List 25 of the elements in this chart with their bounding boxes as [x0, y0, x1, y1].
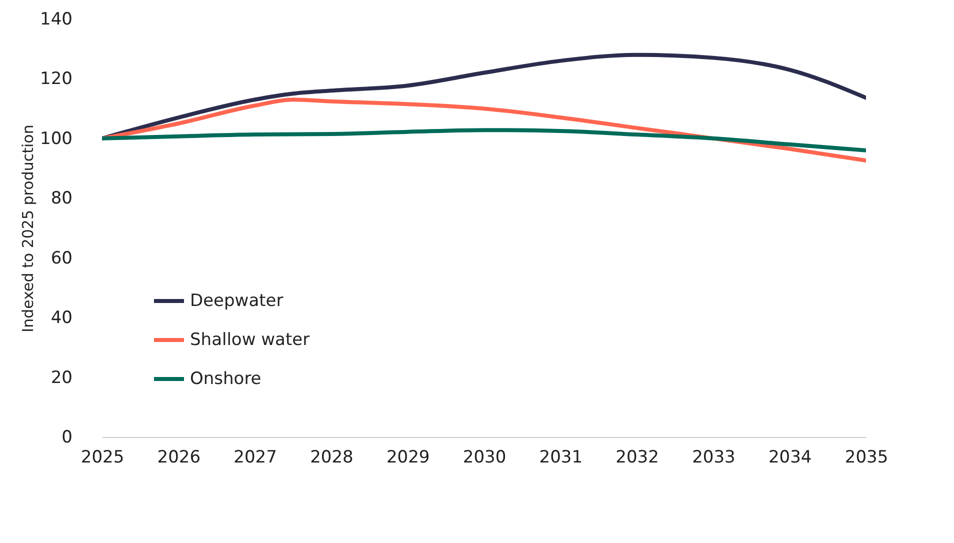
y-axis-title: Indexed to 2025 production: [19, 124, 38, 332]
legend-label: Deepwater: [190, 291, 284, 311]
x-tick-label: 2025: [80, 448, 124, 468]
y-tick-label: 80: [50, 188, 72, 209]
y-tick-label: 140: [40, 10, 72, 30]
x-tick-label: 2035: [844, 448, 888, 468]
x-tick-label: 2027: [234, 448, 277, 468]
x-tick-label: 2033: [692, 448, 736, 468]
y-tick-label: 40: [50, 308, 72, 328]
y-tick-label: 0: [62, 428, 72, 448]
x-tick-label: 2029: [386, 448, 430, 468]
y-tick-label: 20: [50, 368, 72, 388]
y-tick-label: 100: [40, 128, 72, 149]
line-series: [102, 98, 866, 163]
line-series: [102, 128, 866, 152]
legend-label: Shallow water: [190, 330, 310, 350]
x-tick-label: 2030: [462, 448, 506, 468]
x-tick-label: 2028: [310, 448, 354, 468]
legend-label: Onshore: [190, 369, 262, 389]
x-tick-label: 2026: [157, 448, 201, 468]
x-tick-label: 2031: [539, 448, 583, 468]
y-tick-label: 60: [50, 248, 72, 268]
y-tick-label: 120: [40, 69, 72, 90]
x-tick-label: 2032: [616, 448, 659, 468]
x-tick-label: 2034: [768, 448, 812, 468]
